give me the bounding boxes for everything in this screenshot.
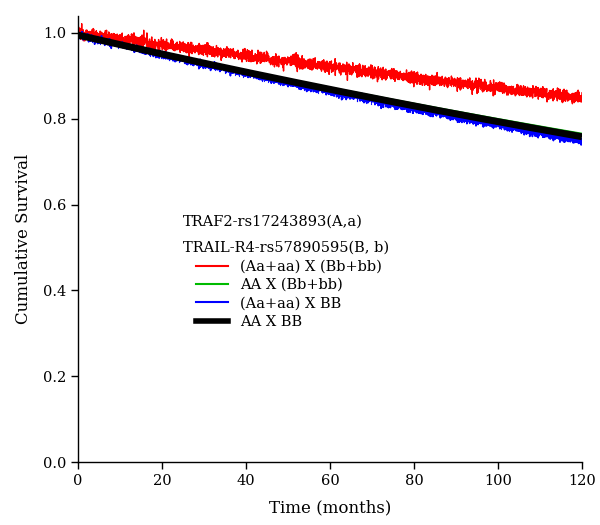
Y-axis label: Cumulative Survival: Cumulative Survival	[15, 154, 32, 324]
X-axis label: Time (months): Time (months)	[269, 499, 391, 516]
Text: TRAIL-R4-rs57890595(B, b): TRAIL-R4-rs57890595(B, b)	[183, 240, 389, 255]
Text: TRAF2-rs17243893(A,a): TRAF2-rs17243893(A,a)	[183, 215, 363, 229]
Legend: (Aa+aa) X (Bb+bb), AA X (Bb+bb), (Aa+aa) X BB, AA X BB: (Aa+aa) X (Bb+bb), AA X (Bb+bb), (Aa+aa)…	[190, 254, 388, 334]
